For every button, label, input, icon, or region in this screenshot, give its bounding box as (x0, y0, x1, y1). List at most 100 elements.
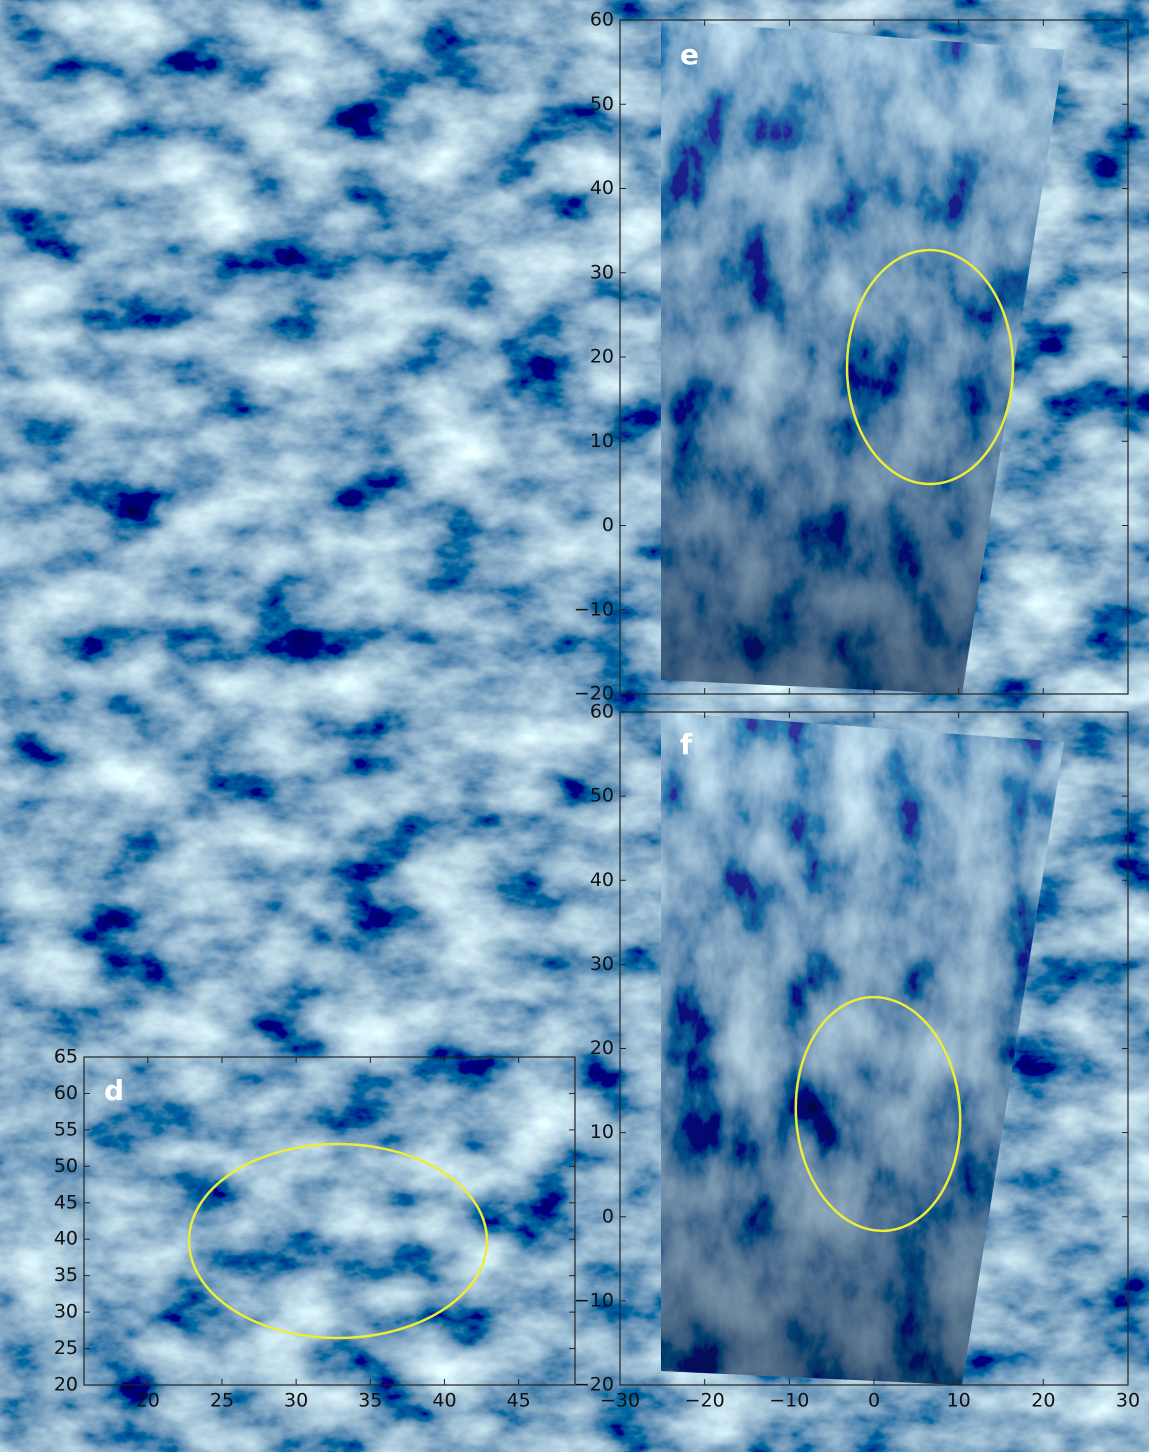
y-tick-label: 20 (54, 337, 78, 359)
panel: c 20 25 30 35 40 45 50 55 60 65 (54, 701, 576, 1051)
y-tick-label: 30 (54, 264, 78, 286)
x-tick-label: 20 (136, 1390, 160, 1412)
panel-label: f (680, 728, 693, 761)
y-tick-label: 45 (54, 846, 78, 868)
highlight-ellipse (845, 248, 1015, 486)
y-axis-label: horizontal distance (km) (15, 556, 43, 849)
y-tick-label: 20 (590, 1037, 614, 1059)
cloud-image (661, 712, 1064, 1385)
axes-frame (83, 19, 576, 349)
x-tick-label: 20 (1031, 1390, 1055, 1412)
cloud-shade (661, 712, 1064, 1385)
y-tick-label: 30 (54, 956, 78, 978)
x-tick-label: −30 (600, 1390, 640, 1412)
y-tick-label: −10 (574, 1289, 614, 1311)
y-tick-label: −10 (574, 598, 614, 620)
y-tick-label: 50 (54, 1155, 78, 1177)
y-tick-label: 45 (54, 154, 78, 176)
y-tick-label: 45 (54, 501, 78, 523)
highlight-ellipse (246, 447, 548, 647)
y-tick-label: 50 (54, 118, 78, 140)
panel-label: c (104, 730, 121, 763)
y-tick-label: 35 (54, 1264, 78, 1286)
axes-frame (83, 711, 576, 1041)
y-tick-label: 30 (54, 1301, 78, 1323)
cloud-shade (661, 20, 1064, 694)
y-tick-label: 40 (54, 883, 78, 905)
y-tick-label: 50 (54, 810, 78, 832)
y-tick-label: 50 (590, 785, 614, 807)
x-tick-label: 30 (1116, 1390, 1140, 1412)
y-tick-label: 20 (54, 1374, 78, 1396)
y-tick-label: 65 (54, 356, 78, 378)
y-tick-label: 0 (602, 1205, 614, 1227)
panel: a 20 25 30 35 40 45 50 55 60 65 (54, 9, 577, 359)
y-tick-label: 65 (54, 9, 78, 31)
y-tick-label: 60 (54, 737, 78, 759)
cloud-image (84, 20, 575, 348)
axes-frame (83, 1056, 576, 1386)
x-tick-label: 10 (947, 1390, 971, 1412)
y-tick-label: 25 (54, 1337, 78, 1359)
y-tick-label: 65 (54, 701, 78, 723)
y-tick-label: 55 (54, 428, 78, 450)
cloud-image (84, 712, 575, 1040)
highlight-ellipse (216, 770, 518, 970)
y-tick-label: −20 (574, 1374, 614, 1396)
y-tick-label: 10 (590, 430, 614, 452)
y-tick-label: 60 (54, 1082, 78, 1104)
y-tick-label: 55 (54, 773, 78, 795)
panel-label: d (104, 1074, 124, 1107)
y-tick-label: 35 (54, 227, 78, 249)
y-tick-label: 0 (602, 514, 614, 536)
x-tick-label: −10 (769, 1390, 809, 1412)
cloud-texture (84, 367, 575, 694)
y-tick-label: 55 (54, 81, 78, 103)
panel-label: b (104, 384, 124, 417)
y-tick-label: 60 (54, 392, 78, 414)
y-tick-label: 20 (54, 683, 78, 705)
panel: d 20 25 30 35 40 45 50 55 60 65 20 25 30 35 40 45 (54, 1046, 576, 1412)
y-tick-label: 40 (590, 869, 614, 891)
cloud-texture (84, 712, 575, 1040)
cloud-texture (84, 1057, 575, 1385)
panel-label: a (104, 38, 123, 71)
x-tick-label: −20 (685, 1390, 725, 1412)
y-tick-label: 50 (54, 465, 78, 487)
x-tick-label: 40 (432, 1390, 456, 1412)
cloud-image (84, 367, 575, 694)
y-tick-label: 30 (590, 261, 614, 283)
y-tick-label: 20 (590, 346, 614, 368)
x-axis-label: horizontal distance (km) (184, 1417, 477, 1445)
y-tick-label: 60 (590, 701, 614, 723)
y-tick-label: 55 (54, 1118, 78, 1140)
x-tick-label: 0 (868, 1390, 880, 1412)
x-axis-label: horizontal distance (km) (728, 1417, 1021, 1445)
panel: b 20 25 30 35 40 45 50 55 60 65 (54, 356, 576, 705)
x-tick-label: 25 (210, 1390, 234, 1412)
y-tick-label: 30 (54, 610, 78, 632)
cloud-image (84, 1057, 575, 1385)
y-tick-label: 65 (54, 1046, 78, 1068)
y-tick-label: 60 (54, 45, 78, 67)
axes-frame (83, 366, 576, 695)
cloud-image (661, 20, 1064, 694)
cloud-texture (84, 20, 575, 348)
panel: e −20 −10 0 10 20 30 40 50 60 (574, 9, 1129, 705)
highlight-ellipse (794, 995, 962, 1233)
y-tick-label: 40 (54, 537, 78, 559)
y-tick-label: 60 (590, 9, 614, 31)
x-tick-label: 30 (284, 1390, 308, 1412)
y-tick-label: 50 (590, 93, 614, 115)
y-tick-label: 35 (54, 574, 78, 596)
x-tick-label: 45 (507, 1390, 531, 1412)
y-tick-label: 30 (590, 953, 614, 975)
y-tick-label: 25 (54, 300, 78, 322)
y-tick-label: 10 (590, 1121, 614, 1143)
y-tick-label: 45 (54, 1191, 78, 1213)
panel-label: e (680, 38, 699, 71)
y-tick-label: 40 (54, 1228, 78, 1250)
y-tick-label: 25 (54, 646, 78, 668)
